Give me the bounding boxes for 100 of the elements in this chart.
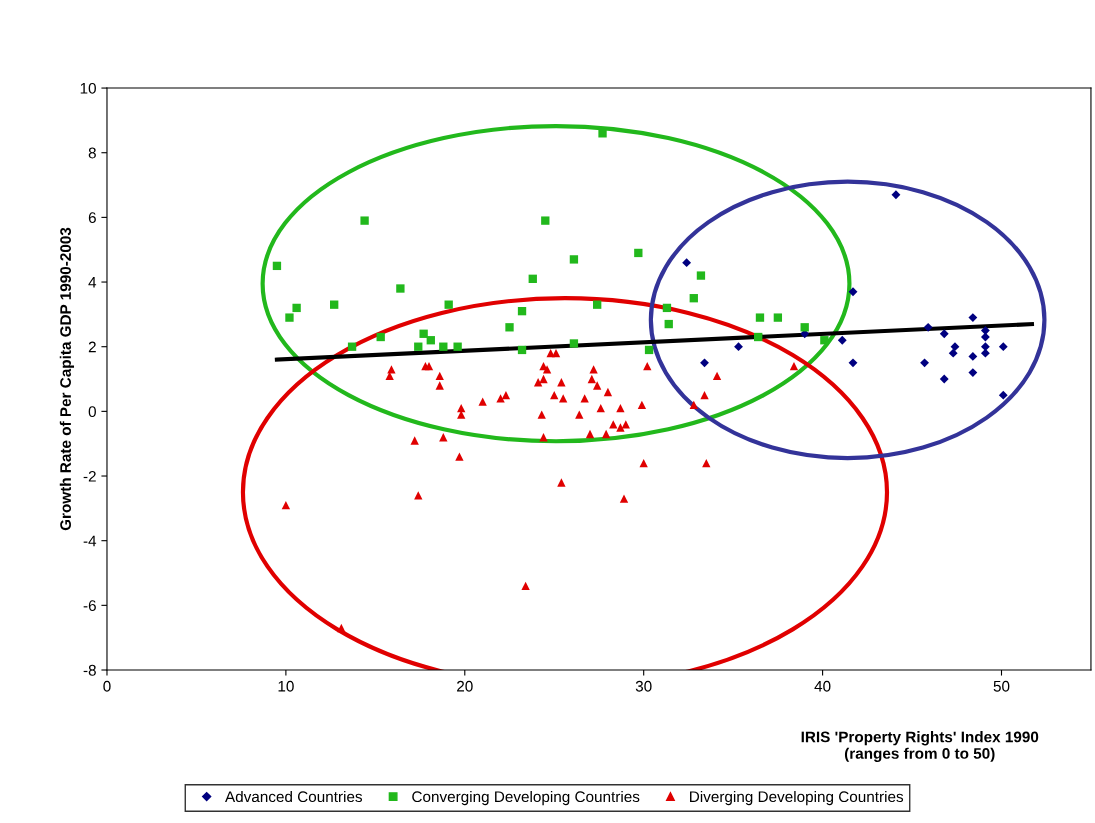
point	[800, 323, 809, 332]
point	[848, 358, 858, 368]
point	[505, 323, 514, 332]
point	[662, 303, 672, 313]
point	[773, 313, 783, 322]
point	[528, 274, 537, 283]
point	[455, 452, 464, 461]
point	[435, 371, 444, 380]
y-tick-label: -4	[83, 535, 97, 547]
x-tick-label: 30	[635, 680, 652, 692]
point	[702, 458, 711, 468]
point	[712, 371, 722, 380]
point	[968, 351, 978, 361]
y-tick-label: 10	[80, 82, 96, 94]
point	[637, 400, 647, 410]
point	[837, 335, 847, 345]
point	[557, 378, 566, 387]
point	[517, 345, 527, 355]
point	[517, 306, 527, 316]
point	[734, 342, 743, 352]
point	[501, 391, 511, 400]
y-tick-label: 6	[88, 212, 96, 224]
point	[948, 348, 958, 358]
point	[444, 300, 453, 309]
point	[682, 258, 692, 268]
point	[644, 345, 654, 355]
x-tick-label: 40	[814, 680, 831, 692]
point	[541, 216, 550, 225]
point	[939, 329, 949, 339]
x-tick-label: 50	[993, 680, 1010, 692]
y-tick-label: 8	[88, 147, 96, 159]
x-tick-label: 0	[103, 680, 111, 692]
point	[426, 336, 435, 345]
point	[439, 433, 448, 442]
point	[950, 342, 960, 352]
point	[603, 387, 613, 397]
point	[619, 494, 629, 503]
point	[376, 332, 385, 342]
y-tick-label: -8	[83, 664, 96, 676]
point	[598, 129, 607, 138]
point	[569, 339, 579, 348]
y-tick-label: 2	[88, 341, 96, 353]
point	[337, 623, 346, 633]
y-tick-label: -6	[83, 600, 96, 612]
point	[689, 294, 698, 303]
y-tick-label: -2	[83, 470, 96, 482]
point	[593, 381, 602, 390]
point	[347, 342, 357, 351]
point	[755, 313, 765, 322]
point	[521, 581, 530, 591]
point	[496, 394, 505, 403]
point	[272, 261, 282, 271]
point	[330, 300, 339, 309]
point	[557, 478, 566, 487]
point	[923, 322, 933, 332]
point	[410, 436, 419, 445]
point	[596, 403, 605, 413]
x-axis-title: IRIS 'Property Rights' Index 1990 (ranges from 0 to 50)	[801, 731, 1039, 762]
point	[550, 391, 559, 400]
point	[537, 410, 546, 419]
point	[387, 365, 396, 374]
point	[593, 300, 602, 309]
point	[292, 303, 301, 313]
point	[285, 313, 294, 322]
point	[634, 248, 643, 258]
point	[435, 381, 444, 390]
point	[616, 423, 625, 432]
point	[891, 190, 901, 200]
point	[559, 394, 568, 403]
point	[848, 287, 858, 297]
y-axis-title: Growth Rate of Per Capita GDP 1990-2003	[59, 227, 75, 531]
point	[414, 342, 423, 351]
point	[585, 429, 595, 439]
point	[980, 326, 990, 335]
point	[700, 391, 709, 400]
point	[419, 329, 428, 338]
point	[939, 374, 949, 384]
y-tick-label: 0	[88, 406, 96, 418]
point	[789, 361, 799, 371]
point	[616, 403, 625, 413]
point	[396, 284, 405, 293]
point	[589, 365, 598, 374]
point	[569, 255, 579, 264]
x-tick-label: 10	[278, 680, 294, 692]
point	[533, 378, 543, 387]
point	[421, 361, 430, 371]
point	[575, 410, 584, 419]
point	[696, 271, 706, 280]
point	[478, 397, 487, 406]
x-tick-label: 20	[457, 680, 473, 692]
legend-label: Diverging Developing Countries	[690, 790, 904, 806]
point	[542, 365, 552, 374]
legend-label: Advanced Countries	[225, 790, 363, 803]
legend-label: Converging Developing Countries	[412, 790, 640, 806]
point	[539, 374, 548, 384]
point	[968, 313, 978, 323]
point	[998, 390, 1008, 400]
point	[968, 368, 978, 377]
point	[980, 348, 990, 358]
point	[700, 358, 709, 368]
